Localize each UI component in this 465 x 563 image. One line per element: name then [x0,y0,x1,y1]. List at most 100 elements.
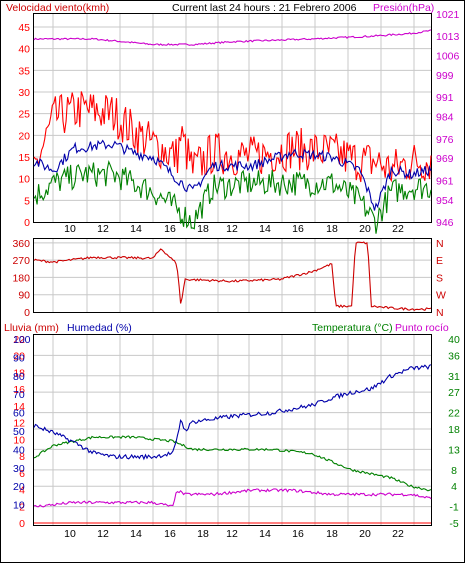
humidity-ytick-1: 20 [13,481,25,493]
humidity-ytick-7: 80 [13,371,25,383]
rain-ytick-11: 22 [13,334,25,346]
grid-layer [34,14,431,525]
pressure-ytick-9: 1013 [436,31,460,43]
direction-ytick-1: 90 [18,290,30,302]
temp-ytick-7: 27 [448,387,460,399]
wind-xtick-1: 12 [97,223,109,235]
wind-xtick-7: 16 [292,223,304,235]
dewpoint-line [33,488,432,508]
direction-ytick-4: 360 [12,238,30,250]
rain-ytick-1: 2 [19,501,25,513]
pressure-ytick-2: 961 [436,175,454,187]
wind-ytick-5: 25 [18,109,30,121]
pressure-ytick-10: 1021 [436,9,460,21]
wind-xtick-0: 10 [64,223,76,235]
humidity-line [33,364,432,461]
rain-xtick-9: 20 [359,528,371,540]
pressure-ytick-5: 984 [436,112,454,124]
rain-ytick-9: 18 [13,367,25,379]
humidity-ytick-3: 40 [13,444,25,456]
temp-ytick-9: 36 [448,350,460,362]
direction-compass-2: S [436,272,443,284]
wind-min-line [33,159,432,234]
humidity-ytick-2: 30 [13,463,25,475]
pressure-ytick-7: 999 [436,70,454,82]
rain-ytick-0: 0 [19,518,25,530]
temp-ytick-1: -1 [449,502,458,514]
header-pressure-label: Presión(hPa) [373,2,434,14]
rain-ytick-3: 6 [19,468,25,480]
rain-xtick-4: 18 [197,528,209,540]
header-wind-label: Velocidad viento(kmh) [6,2,109,14]
rain-ytick-5: 10 [13,434,25,446]
rain-label: Lluvia (mm) [4,322,59,334]
humidity-ytick-5: 60 [13,408,25,420]
panel-wind-frame [33,13,432,223]
humidity-ytick-9: 100 [13,334,31,346]
wind-ytick-0: 0 [24,217,30,229]
wind-ytick-3: 15 [18,152,30,164]
wind-ytick-4: 20 [18,130,30,142]
wind-ytick-6: 30 [18,87,30,99]
rain-xtick-10: 22 [392,528,404,540]
header-title: Current last 24 hours : 21 Febrero 2006 [172,2,357,14]
pressure-ytick-1: 954 [436,195,454,207]
rain-ytick-8: 16 [13,384,25,396]
direction-ytick-0: 0 [24,307,30,319]
series-layer [33,29,432,524]
rain-ytick-10: 20 [13,351,25,363]
wind-ytick-7: 35 [18,65,30,77]
wind-avg-line [33,139,432,211]
rain-xtick-7: 16 [292,528,304,540]
pressure-ytick-4: 976 [436,134,454,146]
humidity-ytick-6: 70 [13,389,25,401]
wind-gust-line [33,91,432,183]
temp-ytick-10: 40 [448,334,460,346]
direction-compass-0: N [436,307,444,319]
direction-compass-1: W [436,290,446,302]
wind-ytick-9: 45 [18,22,30,34]
wind-xtick-10: 22 [392,223,404,235]
panel-rain-frame [33,334,432,526]
pressure-ytick-8: 1006 [436,51,460,63]
direction-ytick-2: 180 [12,272,30,284]
temp-ytick-6: 22 [448,408,460,420]
wind-ytick-1: 5 [24,195,30,207]
humidity-ytick-4: 50 [13,426,25,438]
humidity-label: Humedad (%) [67,322,132,334]
panel-direction-frame [33,238,432,313]
wind-xtick-5: 12 [226,223,238,235]
rain-ytick-4: 8 [19,451,25,463]
dewpoint-label: Punto rocío [395,322,449,334]
temperature-label: Temperatura (°C) [312,322,393,334]
rain-xtick-6: 14 [259,528,271,540]
rain-xtick-5: 12 [226,528,238,540]
rain-xtick-3: 16 [164,528,176,540]
wind-xtick-8: 18 [326,223,338,235]
wind-ytick-2: 10 [18,174,30,186]
wind-xtick-6: 14 [259,223,271,235]
rain-ytick-7: 14 [13,401,25,413]
pressure-ytick-3: 969 [436,153,454,165]
rain-xtick-8: 18 [326,528,338,540]
wind-xtick-3: 16 [164,223,176,235]
pressure-line [33,29,432,46]
pressure-ytick-6: 991 [436,92,454,104]
temp-ytick-4: 13 [448,444,460,456]
pressure-ytick-0: 946 [436,217,454,229]
wind-xtick-4: 18 [197,223,209,235]
rain-ytick-6: 12 [13,418,25,430]
rain-xtick-1: 12 [97,528,109,540]
rain-xtick-0: 10 [64,528,76,540]
temp-ytick-2: 4 [451,481,457,493]
direction-ytick-3: 270 [12,255,30,267]
temp-ytick-0: -5 [449,518,458,530]
temp-ytick-5: 18 [448,424,460,436]
direction-line [33,241,432,311]
humidity-ytick-0: 10 [13,500,25,512]
direction-compass-3: E [436,255,443,267]
temp-ytick-3: 8 [451,465,457,477]
direction-compass-4: N [436,238,444,250]
